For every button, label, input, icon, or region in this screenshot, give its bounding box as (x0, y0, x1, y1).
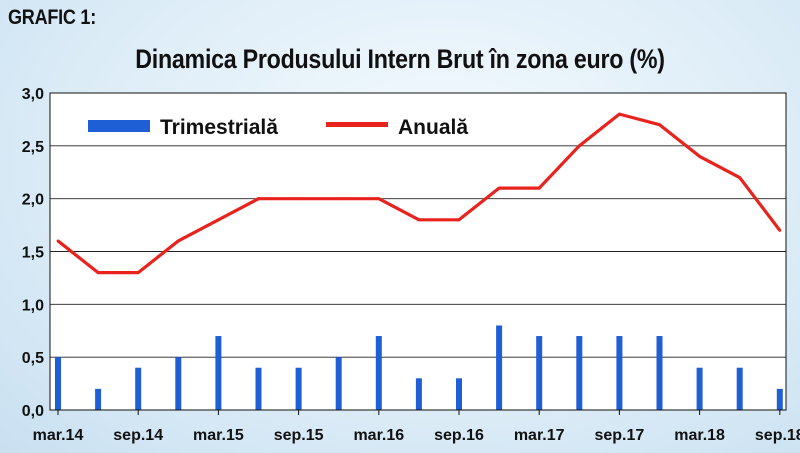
x-tick-label: sep.15 (274, 427, 324, 444)
line-point (297, 197, 300, 201)
bar (736, 367, 743, 410)
legend-label-line: Anuală (398, 116, 468, 139)
line-point (96, 271, 100, 275)
bar (295, 367, 302, 410)
bar (696, 367, 703, 410)
legend-swatch-line (326, 122, 388, 127)
bar (215, 336, 222, 410)
bar (175, 357, 182, 410)
x-tick-label: sep.18 (755, 427, 800, 444)
bar (335, 357, 342, 410)
line-point (698, 155, 701, 158)
y-tick-label: 3,0 (22, 86, 44, 103)
line-point (217, 218, 220, 222)
y-tick-label: 1,5 (22, 245, 44, 262)
bar (776, 388, 783, 410)
x-tick-label: sep.14 (113, 427, 163, 444)
bar (255, 367, 262, 410)
bar-series (55, 325, 783, 410)
x-tick-label: mar.15 (193, 427, 244, 444)
bar (415, 378, 422, 410)
line-point (497, 186, 501, 190)
line-point (618, 112, 621, 116)
line-point (56, 239, 60, 243)
bar (55, 357, 61, 410)
x-tick-label: sep.16 (434, 427, 484, 444)
line-point (257, 197, 260, 201)
line-point (377, 197, 381, 201)
chart-title: Dinamica Produsului Intern Brut în zona … (135, 44, 665, 74)
line-point (577, 144, 581, 148)
line-point (457, 218, 461, 222)
legend-label-bar: Trimestrială (160, 116, 278, 139)
x-axis-ticks: mar.14 sep.14 mar.15 sep.15 mar.16 sep.16 mar.… (33, 410, 800, 444)
line-point (417, 218, 421, 222)
bar (536, 336, 543, 410)
x-tick-label: mar.14 (33, 427, 84, 444)
x-tick-label: sep.17 (594, 427, 644, 444)
x-tick-label: mar.16 (353, 427, 404, 444)
plot-border (49, 92, 787, 411)
y-tick-label: 1,0 (22, 297, 44, 314)
figure-tag: GRAFIC 1: (8, 6, 96, 29)
y-axis-ticks: 0,0 0,5 1,0 1,5 2,0 2,5 3,0 (22, 86, 44, 420)
bar (95, 388, 102, 410)
line-point (136, 271, 140, 275)
bar (616, 336, 623, 410)
bar (135, 367, 142, 410)
bar (375, 336, 382, 410)
y-tick-label: 0,5 (22, 350, 44, 367)
y-tick-label: 2,0 (22, 192, 44, 209)
legend: Trimestrială Anuală (88, 116, 468, 139)
line-point (658, 123, 661, 127)
x-tick-label: mar.18 (674, 427, 725, 444)
line-series (56, 112, 782, 275)
line-point (537, 186, 541, 190)
line-point (778, 228, 782, 232)
bar (576, 336, 583, 410)
y-tick-label: 0,0 (22, 403, 44, 420)
line-point (337, 197, 341, 201)
bar (456, 378, 462, 410)
line-point (176, 239, 180, 243)
line-point (738, 176, 742, 179)
y-tick-label: 2,5 (22, 139, 44, 156)
x-tick-label: mar.17 (514, 427, 565, 444)
bar (496, 325, 503, 410)
bar (656, 336, 663, 410)
legend-swatch-bar (88, 120, 150, 132)
